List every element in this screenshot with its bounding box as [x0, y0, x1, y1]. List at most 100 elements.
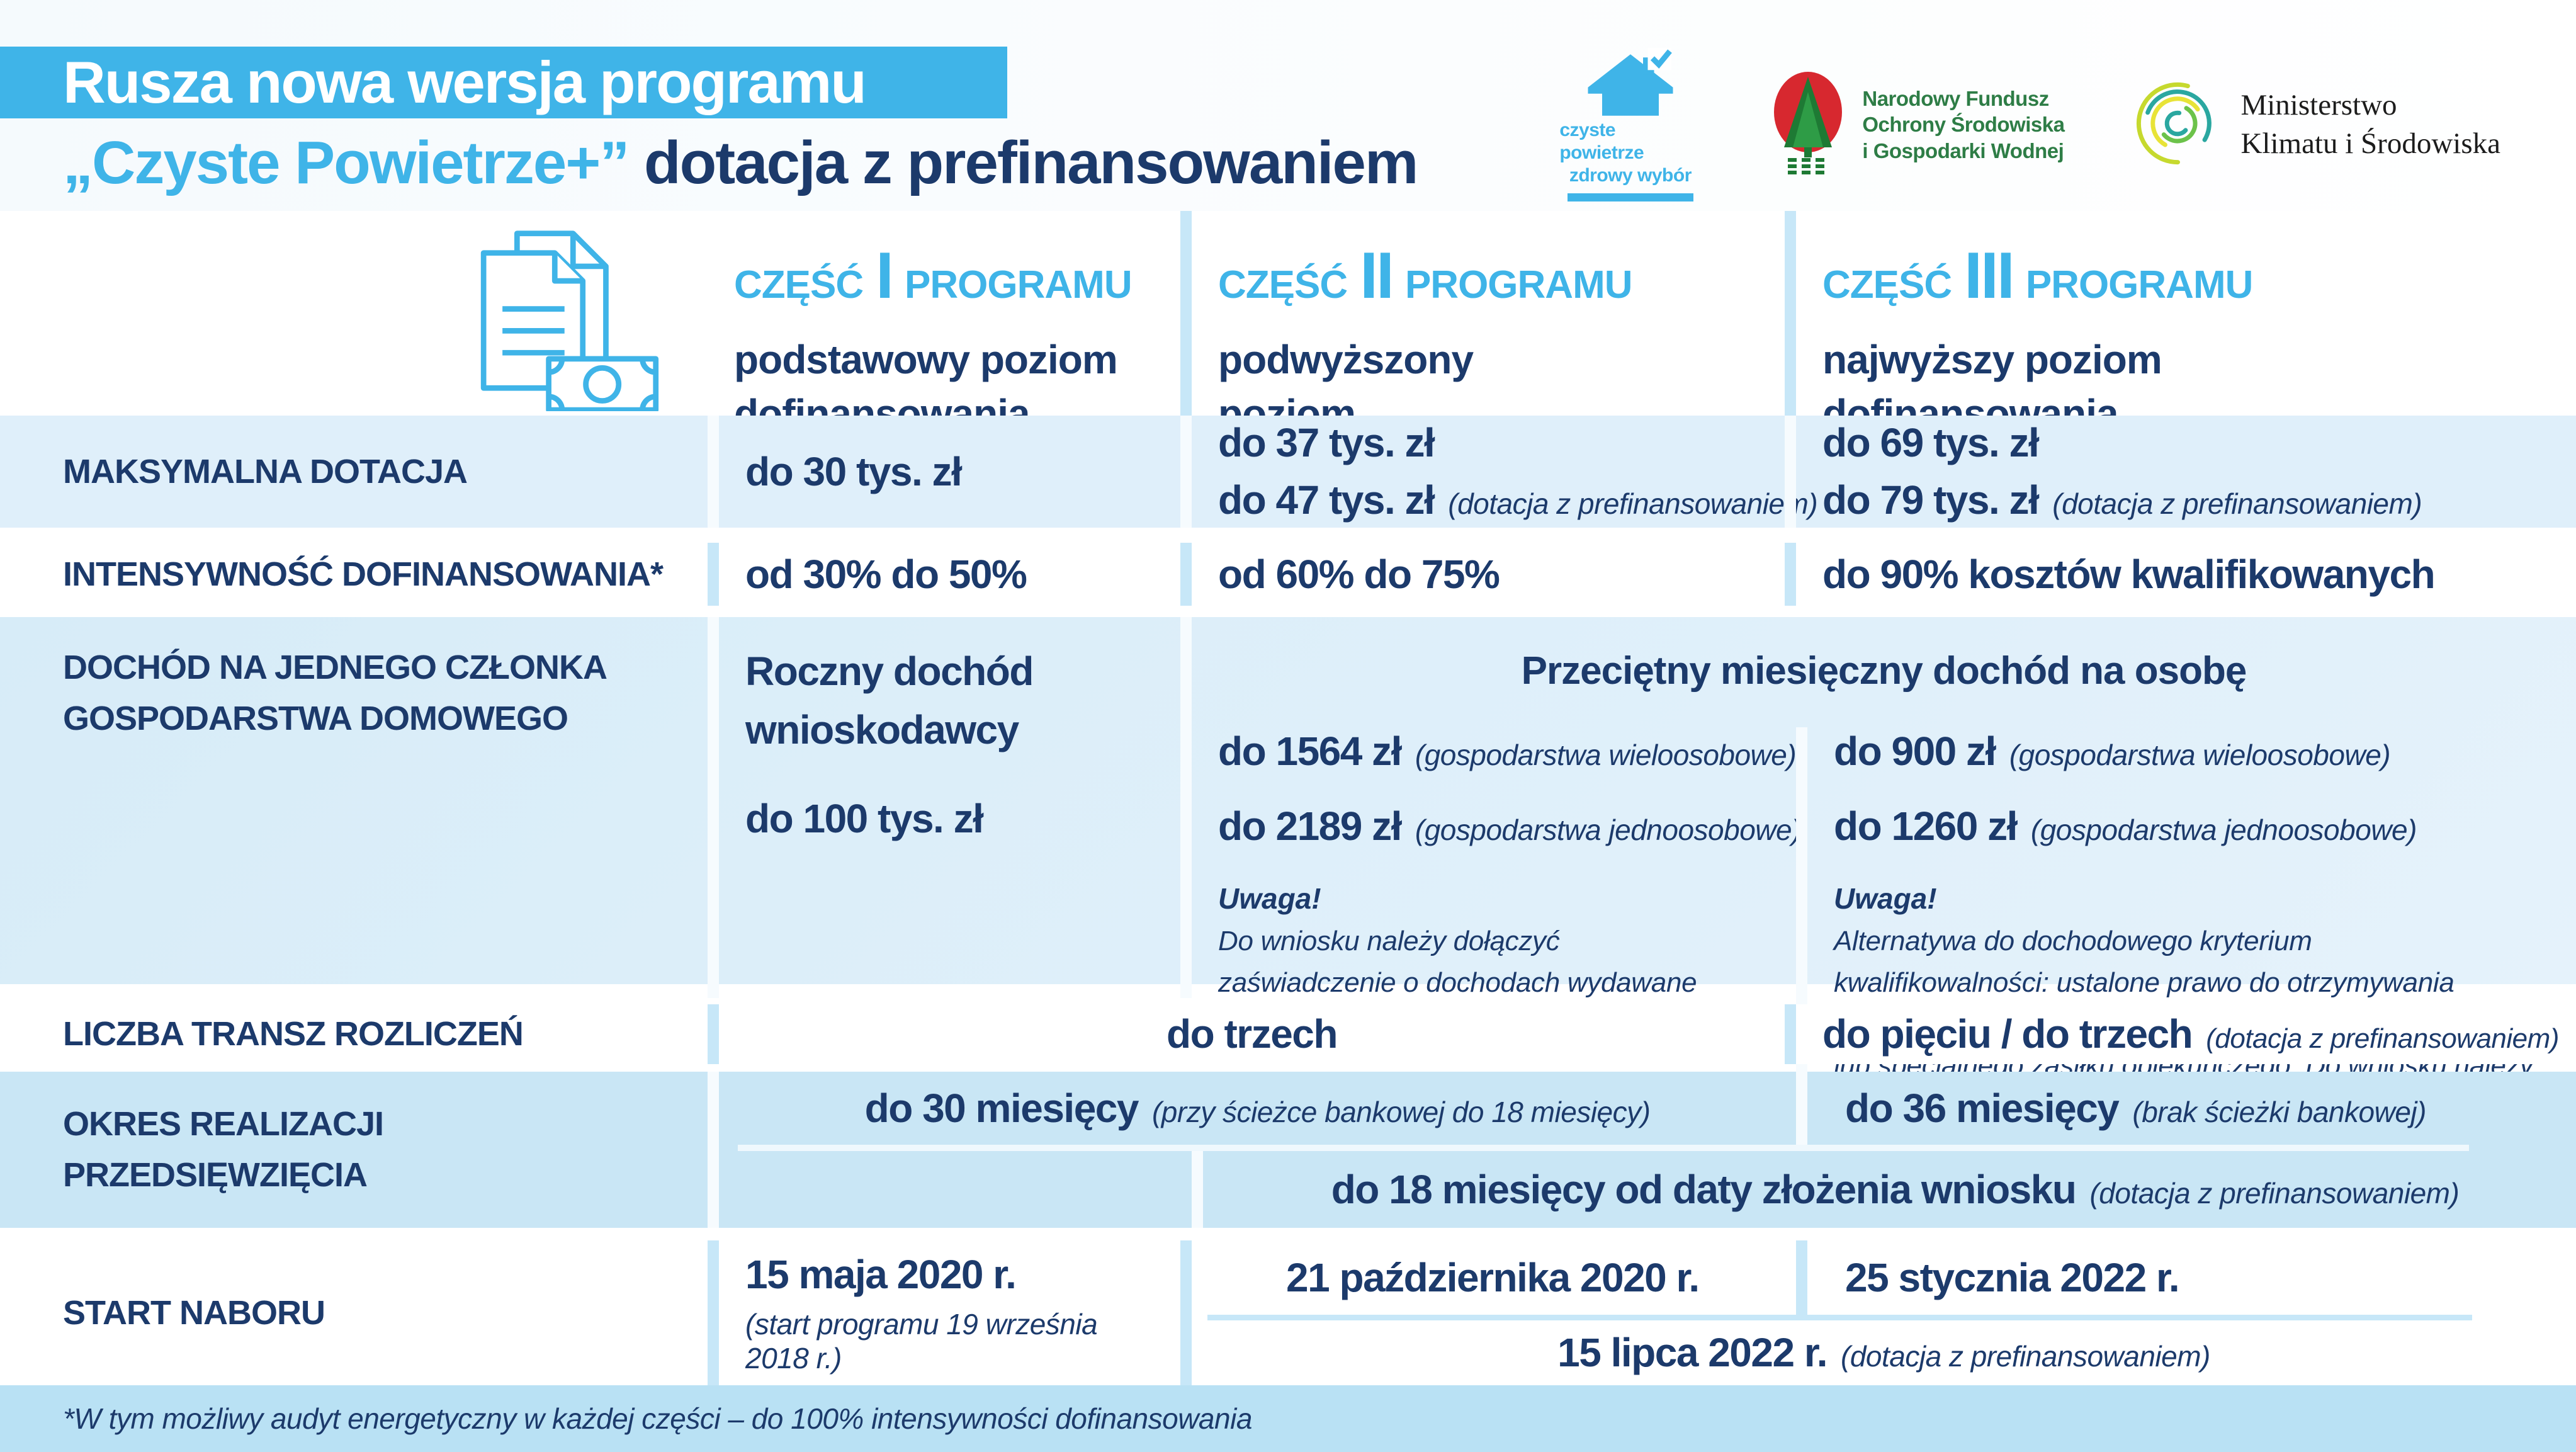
value-note: (brak ścieżki bankowej) [2132, 1095, 2426, 1128]
okres-top-left: do 30 miesięcy (przy ścieżce bankowej do… [719, 1072, 1796, 1145]
row-gap [0, 1064, 2576, 1072]
document-money-icon [456, 229, 664, 414]
uwaga-title: Uwaga! [1834, 882, 1937, 915]
value-note: (dotacja z prefinansowaniem) [2206, 1023, 2559, 1055]
value: do 1564 zł [1218, 729, 1402, 774]
footnote-bar: *W tym możliwy audyt energetyczny w każd… [0, 1385, 2576, 1452]
row-start-naboru: START NABORU 15 maja 2020 r. (start prog… [0, 1240, 2576, 1385]
value: do 1260 zł [1834, 803, 2018, 849]
start-bottom-merged: 15 lipca 2022 r. (dotacja z prefinansowa… [1192, 1320, 2576, 1385]
page-title-line1: Rusza nowa wersja programu [63, 49, 867, 115]
colhead-part-1-title: CZĘŚĆ I PROGRAMU [734, 239, 1165, 314]
value: do 900 zł [1834, 729, 1996, 774]
part-numeral: II [1360, 239, 1394, 312]
liczba-col3: do pięciu / do trzech (dotacja z prefina… [1785, 1004, 2576, 1064]
value: do 30 tys. zł [745, 448, 963, 494]
dochod-merged: Przeciętny miesięczny dochód na osobę do… [1180, 617, 2576, 1170]
value-note: (gospodarstwa jednoosobowe) [1415, 813, 1802, 846]
program-name: „Czyste Powietrze+” [63, 129, 630, 196]
row-gap [0, 984, 2576, 1004]
value: do 47 tys. zł [1218, 477, 1435, 523]
value-note: (dotacja z prefinansowaniem) [2089, 1176, 2460, 1210]
czesc-label: CZĘŚĆ [1822, 263, 1952, 307]
row-label: START NABORU [63, 1293, 325, 1332]
dochod-col2: do 1564 zł (gospodarstwa wieloosobowe) d… [1192, 727, 1801, 1170]
value-note: (gospodarstwa wieloosobowe) [1415, 739, 1797, 771]
maks-col1: do 30 tys. zł [708, 416, 1180, 528]
house-check-icon [1583, 48, 1678, 119]
czesc-label: CZĘŚĆ [734, 263, 864, 307]
row-label: OKRES REALIZACJI PRZEDSIĘWZIĘCIA [63, 1105, 384, 1194]
programu-label: PROGRAMU [2025, 263, 2254, 307]
logo-underline-bar [1567, 193, 1693, 201]
row-label: DOCHÓD NA JEDNEGO CZŁONKA GOSPODARSTWA D… [63, 649, 606, 737]
logo-nfosigw-line1: Narodowy Fundusz [1862, 87, 2049, 111]
okres-bottom-merged: do 18 miesięcy od daty złożenia wniosku … [1192, 1151, 2576, 1228]
page-title-line2-rest: dotacja z prefinansowaniem [628, 129, 1418, 196]
header: Rusza nowa wersja programu „Czyste Powie… [0, 0, 2576, 211]
okres-content: do 30 miesięcy (przy ścieżce bankowej do… [708, 1072, 2576, 1228]
row-okres-realizacji: OKRES REALIZACJI PRZEDSIĘWZIĘCIA do 30 m… [0, 1072, 2576, 1228]
row-label: INTENSYWNOŚĆ DOFINANSOWANIA* [63, 555, 664, 593]
row-label: MAKSYMALNA DOTACJA [63, 452, 468, 491]
page-title-line2: „Czyste Powietrze+” dotacja z prefinanso… [63, 128, 1418, 198]
value-note: (gospodarstwa jednoosobowe) [2030, 813, 2417, 846]
okres-bottom-spacer [719, 1151, 1192, 1228]
intens-col3: do 90% kosztów kwalifikowanych [1785, 543, 2576, 606]
row-label-cell: START NABORU [0, 1240, 708, 1385]
value: 21 października 2020 r. [1286, 1254, 1700, 1300]
row-maksymalna-dotacja: MAKSYMALNA DOTACJA do 30 tys. zł do 37 t… [0, 416, 2576, 528]
value: do trzech [1167, 1011, 1338, 1057]
value: do 79 tys. zł [1822, 477, 2040, 523]
intens-col1: od 30% do 50% [708, 543, 1180, 606]
programu-label: PROGRAMU [1404, 263, 1633, 307]
start-col2: 21 października 2020 r. [1192, 1240, 1796, 1315]
row-dochod: DOCHÓD NA JEDNEGO CZŁONKA GOSPODARSTWA D… [0, 617, 2576, 1170]
value-note: (dotacja z prefinansowaniem) [2052, 487, 2422, 520]
logo-nfosigw-text: Narodowy Fundusz Ochrony Środowiska i Go… [1862, 86, 2065, 164]
horizontal-divider [738, 1145, 2469, 1151]
row-gap [0, 528, 2576, 543]
logo-czyste-powietrze-line2: zdrowy wybór [1569, 165, 1692, 186]
programu-label: PROGRAMU [905, 263, 1133, 307]
row-liczba-transz: LICZBA TRANSZ ROZLICZEŃ do trzech do pię… [0, 1004, 2576, 1064]
value: od 30% do 50% [745, 551, 1027, 597]
value: do 69 tys. zł [1822, 420, 2040, 466]
logo-nfosigw-line3: i Gospodarki Wodnej [1862, 139, 2064, 162]
value-note: (dotacja z prefinansowaniem) [1448, 487, 1818, 520]
logo-strip: czyste powietrze zdrowy wybór [1559, 48, 2500, 201]
start-col1: 15 maja 2020 r. (start programu 19 wrześ… [708, 1240, 1180, 1385]
value: do pięciu / do trzech [1822, 1011, 2193, 1057]
value: do 90% kosztów kwalifikowanych [1822, 551, 2436, 597]
logo-ministry: Ministerstwo Klimatu i Środowiska [2133, 79, 2500, 171]
logo-nfosigw: Narodowy Fundusz Ochrony Środowiska i Go… [1770, 71, 2065, 179]
value: 15 lipca 2022 r. [1557, 1330, 1827, 1376]
value: 15 maja 2020 r. [745, 1251, 1017, 1297]
value: 25 stycznia 2022 r. [1845, 1254, 2180, 1300]
value: do 30 miesięcy [864, 1085, 1139, 1131]
footnote-text: *W tym możliwy audyt energetyczny w każd… [63, 1402, 1252, 1435]
part-numeral: III [1964, 239, 2015, 312]
horizontal-divider [1207, 1315, 2472, 1320]
value-note: (dotacja z prefinansowaniem) [1841, 1340, 2210, 1373]
value: do 36 miesięcy [1845, 1085, 2120, 1131]
intens-col2: od 60% do 75% [1180, 543, 1785, 606]
row-label-cell: INTENSYWNOŚĆ DOFINANSOWANIA* [0, 543, 708, 606]
merged-header: Przeciętny miesięczny dochód na osobę [1521, 649, 2247, 693]
colhead-part-1: CZĘŚĆ I PROGRAMU podstawowy poziom dofin… [708, 211, 1180, 496]
dochod-col1: Roczny dochód wnioskodawcy do 100 tys. z… [708, 617, 1180, 998]
row-gap [0, 1228, 2576, 1240]
colhead-part-2-title: CZĘŚĆ II PROGRAMU [1218, 239, 1770, 314]
value: do 2189 zł [1218, 803, 1402, 849]
maks-col3: do 69 tys. zł do 79 tys. zł (dotacja z p… [1785, 416, 2576, 528]
fingerprint-icon [2133, 79, 2222, 171]
okres-top-right: do 36 miesięcy (brak ścieżki bankowej) [1796, 1072, 2576, 1145]
row-label-cell: MAKSYMALNA DOTACJA [0, 416, 708, 528]
logo-ministry-line1: Ministerstwo [2240, 88, 2397, 122]
value-note: (gospodarstwa wieloosobowe) [2009, 739, 2391, 771]
logo-nfosigw-line2: Ochrony Środowiska [1862, 113, 2065, 137]
row-label: LICZBA TRANSZ ROZLICZEŃ [63, 1015, 524, 1053]
title-bar: Rusza nowa wersja programu [0, 47, 1007, 118]
part-numeral: I [876, 239, 894, 312]
